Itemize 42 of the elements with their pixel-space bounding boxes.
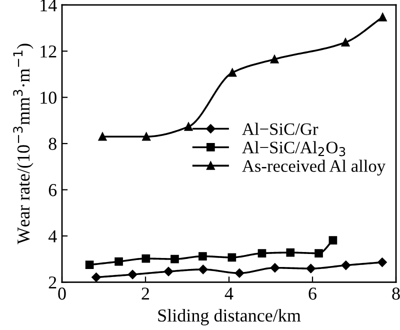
point xyxy=(98,132,107,141)
point xyxy=(286,248,295,257)
x-tick-label: 8 xyxy=(392,288,400,300)
point xyxy=(170,254,179,264)
point xyxy=(228,253,236,262)
legend-label: Al−SiC/Gr xyxy=(242,122,318,136)
point xyxy=(198,252,207,260)
point xyxy=(341,38,350,47)
point xyxy=(164,266,174,276)
point xyxy=(270,263,280,272)
x-tick-label: 4 xyxy=(224,288,234,300)
y-tick-label: 2 xyxy=(48,276,56,288)
point xyxy=(234,268,244,278)
x-tick-label: 2 xyxy=(142,288,150,300)
point xyxy=(184,122,193,131)
y-tick-label: 10 xyxy=(40,92,56,104)
point xyxy=(85,260,94,269)
y-axis-title: Wear rate/(10$^{−3}$mm$^{3}$·m$^{−1}$) xyxy=(13,44,34,244)
point xyxy=(314,249,323,258)
x-tick-label: 0 xyxy=(58,288,66,300)
y-tick-label: 8 xyxy=(48,138,56,150)
x-axis-title: Sliding distance/km xyxy=(158,308,301,326)
y-tick-label: 6 xyxy=(48,184,57,196)
point xyxy=(228,68,237,77)
point xyxy=(378,258,387,267)
legend-label: Al−SiC/Al$_{2}$O$_{3}$ xyxy=(242,141,346,156)
point xyxy=(270,55,279,64)
point xyxy=(341,260,351,270)
x-tick-label: 6 xyxy=(308,288,316,300)
point xyxy=(142,254,150,263)
point xyxy=(128,270,138,280)
y-tick-label: 12 xyxy=(40,45,56,58)
point xyxy=(142,132,150,141)
point xyxy=(328,236,338,245)
point xyxy=(92,272,101,282)
point xyxy=(114,257,123,266)
point xyxy=(306,264,316,274)
point xyxy=(198,264,208,274)
y-tick-label: 4 xyxy=(48,230,57,242)
legend-label: As-received Al alloy xyxy=(242,160,386,176)
point xyxy=(258,249,266,258)
point xyxy=(378,13,387,22)
